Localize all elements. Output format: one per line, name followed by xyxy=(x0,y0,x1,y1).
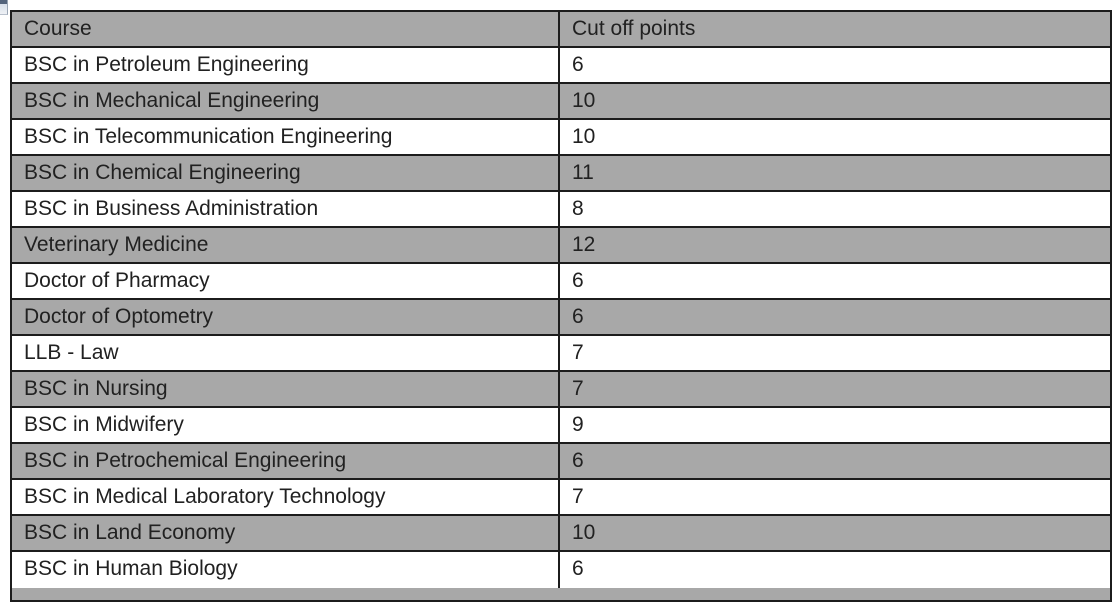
points-cell: 8 xyxy=(572,197,584,220)
course-cell: Doctor of Pharmacy xyxy=(12,264,560,298)
points-cell: 12 xyxy=(572,233,596,256)
course-cell: BSC in Nursing xyxy=(12,372,560,406)
table-row: Veterinary Medicine 12 xyxy=(12,228,1110,264)
points-cell: 6 xyxy=(572,269,584,292)
points-cell: 6 xyxy=(572,557,584,580)
table-body: BSC in Petroleum Engineering 6 BSC in Me… xyxy=(12,48,1110,588)
table-row: Doctor of Pharmacy 6 xyxy=(12,264,1110,300)
points-cell: 9 xyxy=(572,413,584,436)
course-cell: Doctor of Optometry xyxy=(12,300,560,334)
points-cell: 7 xyxy=(572,485,584,508)
table-header-row: Course Cut off points xyxy=(12,12,1110,48)
course-cell: BSC in Medical Laboratory Technology xyxy=(12,480,560,514)
course-cell: BSC in Midwifery xyxy=(12,408,560,442)
points-cell: 10 xyxy=(572,89,596,112)
points-cell: 7 xyxy=(572,377,584,400)
course-cell: BSC in Petrochemical Engineering xyxy=(12,444,560,478)
table-row: BSC in Nursing 7 xyxy=(12,372,1110,408)
table-row: LLB - Law 7 xyxy=(12,336,1110,372)
course-cell: BSC in Land Economy xyxy=(12,516,560,550)
table-row: BSC in Midwifery 9 xyxy=(12,408,1110,444)
points-cell: 10 xyxy=(572,125,596,148)
course-cell: BSC in Petroleum Engineering xyxy=(12,48,560,82)
points-cell: 6 xyxy=(572,449,584,472)
points-cell: 10 xyxy=(572,521,596,544)
table-row: Doctor of Optometry 6 xyxy=(12,300,1110,336)
points-cell: 11 xyxy=(572,161,594,184)
course-cell: BSC in Chemical Engineering xyxy=(12,156,560,190)
table-row: BSC in Telecommunication Engineering 10 xyxy=(12,120,1110,156)
course-cell: BSC in Mechanical Engineering xyxy=(12,84,560,118)
table-row: BSC in Chemical Engineering 11 xyxy=(12,156,1110,192)
table-row: BSC in Business Administration 8 xyxy=(12,192,1110,228)
course-cell: BSC in Business Administration xyxy=(12,192,560,226)
table-row: BSC in Land Economy 10 xyxy=(12,516,1110,552)
table-row: BSC in Medical Laboratory Technology 7 xyxy=(12,480,1110,516)
cropped-anchor-icon xyxy=(0,0,8,15)
header-cutoff-points: Cut off points xyxy=(572,17,696,40)
header-course: Course xyxy=(12,12,560,46)
course-cell: BSC in Telecommunication Engineering xyxy=(12,120,560,154)
table-row: BSC in Petroleum Engineering 6 xyxy=(12,48,1110,84)
points-cell: 6 xyxy=(572,305,584,328)
points-cell: 6 xyxy=(572,53,584,76)
table-row: BSC in Petrochemical Engineering 6 xyxy=(12,444,1110,480)
course-cell: BSC in Human Biology xyxy=(12,552,560,588)
cutoff-table: Course Cut off points BSC in Petroleum E… xyxy=(10,10,1112,602)
course-cell: Veterinary Medicine xyxy=(12,228,560,262)
points-cell: 7 xyxy=(572,341,584,364)
table-row: BSC in Human Biology 6 xyxy=(12,552,1110,588)
course-cell: LLB - Law xyxy=(12,336,560,370)
table-row: BSC in Mechanical Engineering 10 xyxy=(12,84,1110,120)
